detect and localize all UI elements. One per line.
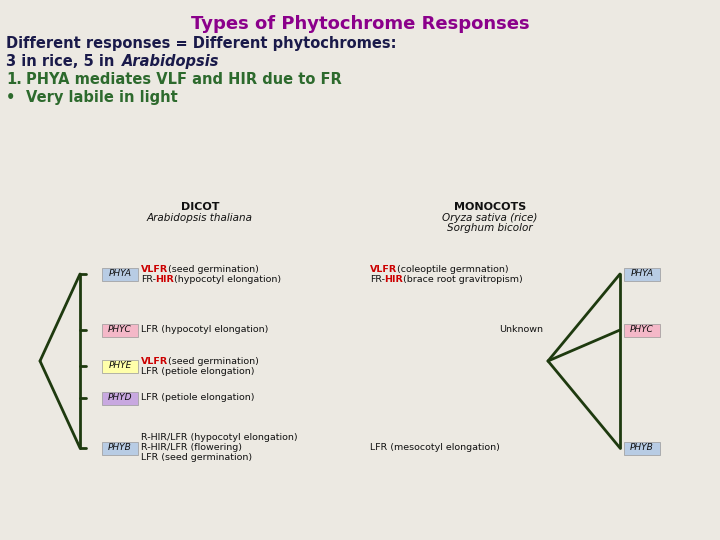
Text: Very labile in light: Very labile in light xyxy=(26,90,178,105)
Text: VLFR: VLFR xyxy=(141,356,168,366)
FancyBboxPatch shape xyxy=(102,442,138,455)
Text: PHYC: PHYC xyxy=(630,326,654,334)
Text: PHYB: PHYB xyxy=(108,443,132,453)
Text: Types of Phytochrome Responses: Types of Phytochrome Responses xyxy=(191,15,529,33)
FancyBboxPatch shape xyxy=(624,442,660,455)
Text: •: • xyxy=(6,90,15,105)
Text: (seed germination): (seed germination) xyxy=(165,265,259,273)
Text: LFR (seed germination): LFR (seed germination) xyxy=(141,454,252,462)
Text: VLFR: VLFR xyxy=(370,265,397,273)
Text: PHYE: PHYE xyxy=(108,361,132,370)
FancyBboxPatch shape xyxy=(102,323,138,336)
Text: PHYA: PHYA xyxy=(631,269,654,279)
Text: PHYA: PHYA xyxy=(109,269,132,279)
Text: 1.: 1. xyxy=(6,72,22,87)
Text: Arabidopsis thaliana: Arabidopsis thaliana xyxy=(147,213,253,223)
FancyBboxPatch shape xyxy=(102,392,138,404)
Text: Arabidopsis: Arabidopsis xyxy=(122,54,220,69)
Text: PHYA mediates VLF and HIR due to FR: PHYA mediates VLF and HIR due to FR xyxy=(26,72,342,87)
Text: R-HIR/LFR (hypocotyl elongation): R-HIR/LFR (hypocotyl elongation) xyxy=(141,434,297,442)
Text: Different responses = Different phytochromes:: Different responses = Different phytochr… xyxy=(6,36,397,51)
Text: R-HIR/LFR (flowering): R-HIR/LFR (flowering) xyxy=(141,443,242,453)
Text: (seed germination): (seed germination) xyxy=(165,356,259,366)
Text: 3 in rice, 5 in: 3 in rice, 5 in xyxy=(6,54,120,69)
Text: VLFR: VLFR xyxy=(141,265,168,273)
Text: DICOT: DICOT xyxy=(181,202,220,212)
Text: (coleoptile germ​nation): (coleoptile germ​nation) xyxy=(394,265,508,273)
Text: LFR (hypocotyl elongation): LFR (hypocotyl elongation) xyxy=(141,326,269,334)
Text: (brace root gravitropism): (brace root gravitropism) xyxy=(400,275,523,285)
Text: PHYC: PHYC xyxy=(108,326,132,334)
Text: Unknown: Unknown xyxy=(499,326,543,334)
Text: Sorghum bicolor: Sorghum bicolor xyxy=(447,223,533,233)
FancyBboxPatch shape xyxy=(102,267,138,280)
FancyBboxPatch shape xyxy=(102,360,138,373)
Text: HIR: HIR xyxy=(384,275,402,285)
Text: PHYD: PHYD xyxy=(108,394,132,402)
Text: LFR (petiole elongation): LFR (petiole elongation) xyxy=(141,394,254,402)
Text: FR-: FR- xyxy=(141,275,156,285)
Text: Oryza sativa (rice): Oryza sativa (rice) xyxy=(442,213,538,223)
FancyBboxPatch shape xyxy=(624,323,660,336)
Text: LFR (mesocotyl elongation): LFR (mesocotyl elongation) xyxy=(370,443,500,453)
Text: MONOCOTS: MONOCOTS xyxy=(454,202,526,212)
Text: FR-: FR- xyxy=(370,275,385,285)
Text: (hypocotyl elongation): (hypocotyl elongation) xyxy=(171,275,281,285)
Text: HIR: HIR xyxy=(155,275,174,285)
Text: LFR (petiole elongation): LFR (petiole elongation) xyxy=(141,368,254,376)
FancyBboxPatch shape xyxy=(624,267,660,280)
Text: PHYB: PHYB xyxy=(630,443,654,453)
